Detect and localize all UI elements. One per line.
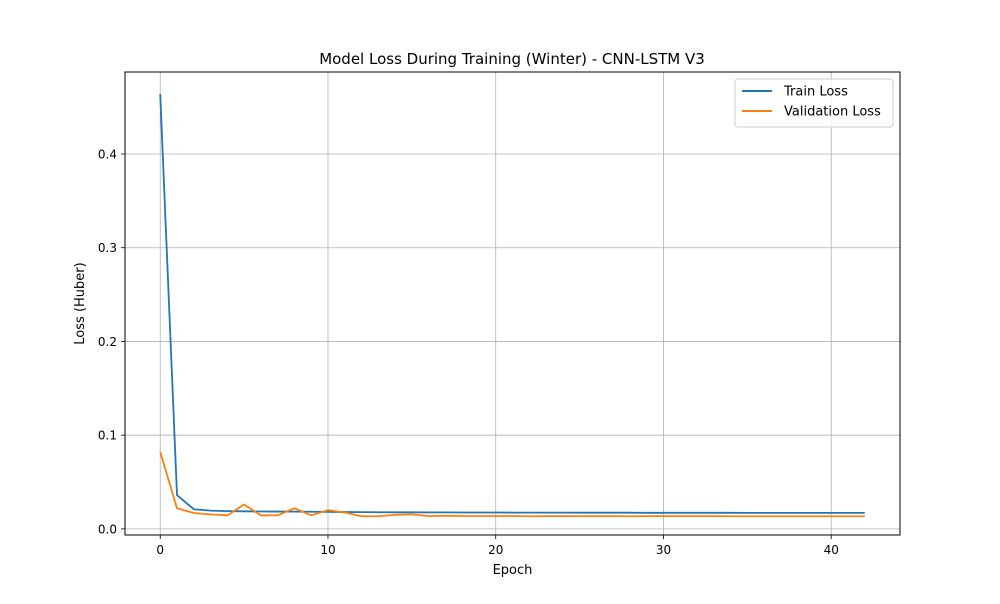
grid-lines — [125, 72, 900, 535]
x-tick-label: 30 — [656, 543, 671, 557]
y-axis-label: Loss (Huber) — [73, 262, 88, 344]
y-tick-label: 0.2 — [98, 335, 117, 349]
chart-title: Model Loss During Training (Winter) - CN… — [319, 50, 705, 68]
plot-frame — [124, 71, 901, 536]
legend-box — [734, 78, 894, 128]
legend-label-train-loss: Train Loss — [783, 85, 848, 100]
x-axis-label: Epoch — [493, 563, 533, 578]
series-line-validation-loss — [159, 451, 865, 518]
y-tick-label: 0.0 — [98, 522, 117, 536]
x-tick-label: 20 — [488, 543, 503, 557]
x-tick-label: 10 — [320, 543, 335, 557]
series-line-train-loss — [159, 93, 865, 514]
y-tick-label: 0.3 — [98, 241, 117, 255]
x-tick-label: 40 — [824, 543, 839, 557]
legend: Train Loss Validation Loss — [734, 78, 894, 128]
legend-label-validation-loss: Validation Loss — [784, 105, 881, 120]
plot-lines — [159, 93, 865, 518]
y-tick-label: 0.1 — [98, 429, 117, 443]
y-tick-label: 0.4 — [98, 148, 117, 162]
x-axis-ticks: 0 10 20 30 40 — [156, 535, 839, 557]
y-axis-ticks: 0.0 0.1 0.2 0.3 0.4 — [98, 148, 125, 536]
x-tick-label: 0 — [156, 543, 164, 557]
